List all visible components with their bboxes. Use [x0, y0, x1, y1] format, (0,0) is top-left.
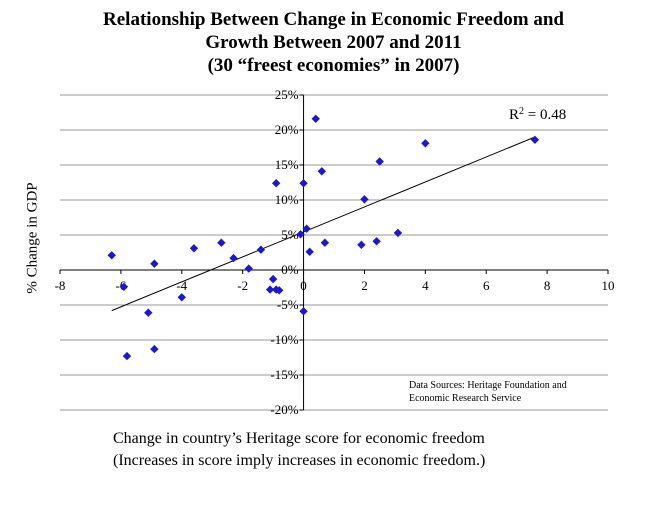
x-tick-label: 2 — [361, 278, 368, 293]
data-point — [150, 344, 159, 354]
data-point — [317, 167, 327, 176]
data-points — [107, 114, 540, 361]
axes — [59, 94, 609, 411]
y-tick-label: -20% — [270, 402, 298, 417]
data-point — [177, 293, 186, 302]
x-tick-labels: -8 -6 -4 -2 0 2 4 6 8 10 — [55, 278, 615, 293]
data-point — [107, 251, 116, 260]
x-tick-label: -4 — [176, 278, 187, 293]
x-tick-label: -2 — [237, 278, 248, 293]
data-point — [299, 307, 308, 316]
data-point — [256, 245, 266, 254]
x-axis-label-line-2: (Increases in score imply increases in e… — [113, 452, 486, 469]
y-tick-label: -15% — [270, 367, 298, 382]
x-axis-label: Change in country’s Heritage score for e… — [113, 428, 485, 472]
gridlines — [60, 94, 608, 411]
data-point — [305, 247, 314, 256]
data-point — [119, 282, 129, 291]
y-axis-label: % Change in GDP — [24, 182, 41, 294]
data-point — [360, 195, 369, 204]
data-point — [372, 237, 381, 246]
x-tick-label: 10 — [602, 278, 615, 293]
chart-title-line-2: Growth Between 2007 and 2011 — [205, 32, 462, 53]
data-point — [268, 274, 278, 284]
data-point — [122, 351, 132, 361]
data-point — [217, 238, 226, 247]
x-tick-label: -8 — [55, 278, 66, 293]
y-tick-label: 25% — [275, 87, 299, 102]
y-tick-label: 5% — [281, 227, 299, 242]
data-point — [375, 157, 384, 166]
x-tick-label: 8 — [544, 278, 551, 293]
data-sources-line-2: Economic Research Service — [409, 393, 522, 404]
data-point — [271, 179, 281, 188]
data-sources-note: Data Sources: Heritage Foundation and Ec… — [409, 379, 567, 405]
data-point — [393, 228, 403, 238]
y-tick-label: 20% — [275, 122, 299, 137]
data-point — [357, 240, 366, 249]
data-point — [302, 224, 311, 233]
y-tick-label: -10% — [270, 332, 298, 347]
data-point — [150, 259, 159, 268]
x-tick-label: 6 — [483, 278, 490, 293]
data-point — [144, 308, 153, 317]
data-sources-line-1: Data Sources: Heritage Foundation and — [409, 380, 567, 391]
y-tick-label: 10% — [275, 192, 299, 207]
r-squared-label: R2 = 0.48 — [509, 106, 567, 123]
y-tick-label: 15% — [275, 157, 299, 172]
y-tick-labels: 25% 20% 15% 10% 5% 0% -5% -10% -15% -20% — [270, 87, 298, 417]
data-point — [265, 285, 275, 294]
chart-title: Relationship Between Change in Economic … — [0, 8, 667, 77]
data-point — [311, 114, 320, 123]
chart-title-line-1: Relationship Between Change in Economic … — [103, 9, 564, 30]
data-point — [320, 238, 330, 247]
y-tick-label: 0% — [281, 262, 299, 277]
data-point — [229, 253, 238, 263]
data-point — [275, 286, 284, 295]
trendline-group — [111, 136, 536, 312]
data-point — [189, 244, 199, 253]
data-point — [530, 135, 540, 144]
data-point — [244, 264, 253, 273]
data-point — [421, 139, 430, 148]
data-point — [299, 179, 308, 188]
x-tick-label: 0 — [300, 278, 307, 293]
data-point — [296, 230, 305, 239]
y-tick-label: -5% — [277, 297, 299, 312]
trendline — [111, 136, 536, 312]
x-tick-label: 4 — [422, 278, 429, 293]
chart-title-line-3: (30 “freest economies” in 2007) — [207, 55, 460, 76]
x-axis-label-line-1: Change in country’s Heritage score for e… — [113, 430, 485, 447]
